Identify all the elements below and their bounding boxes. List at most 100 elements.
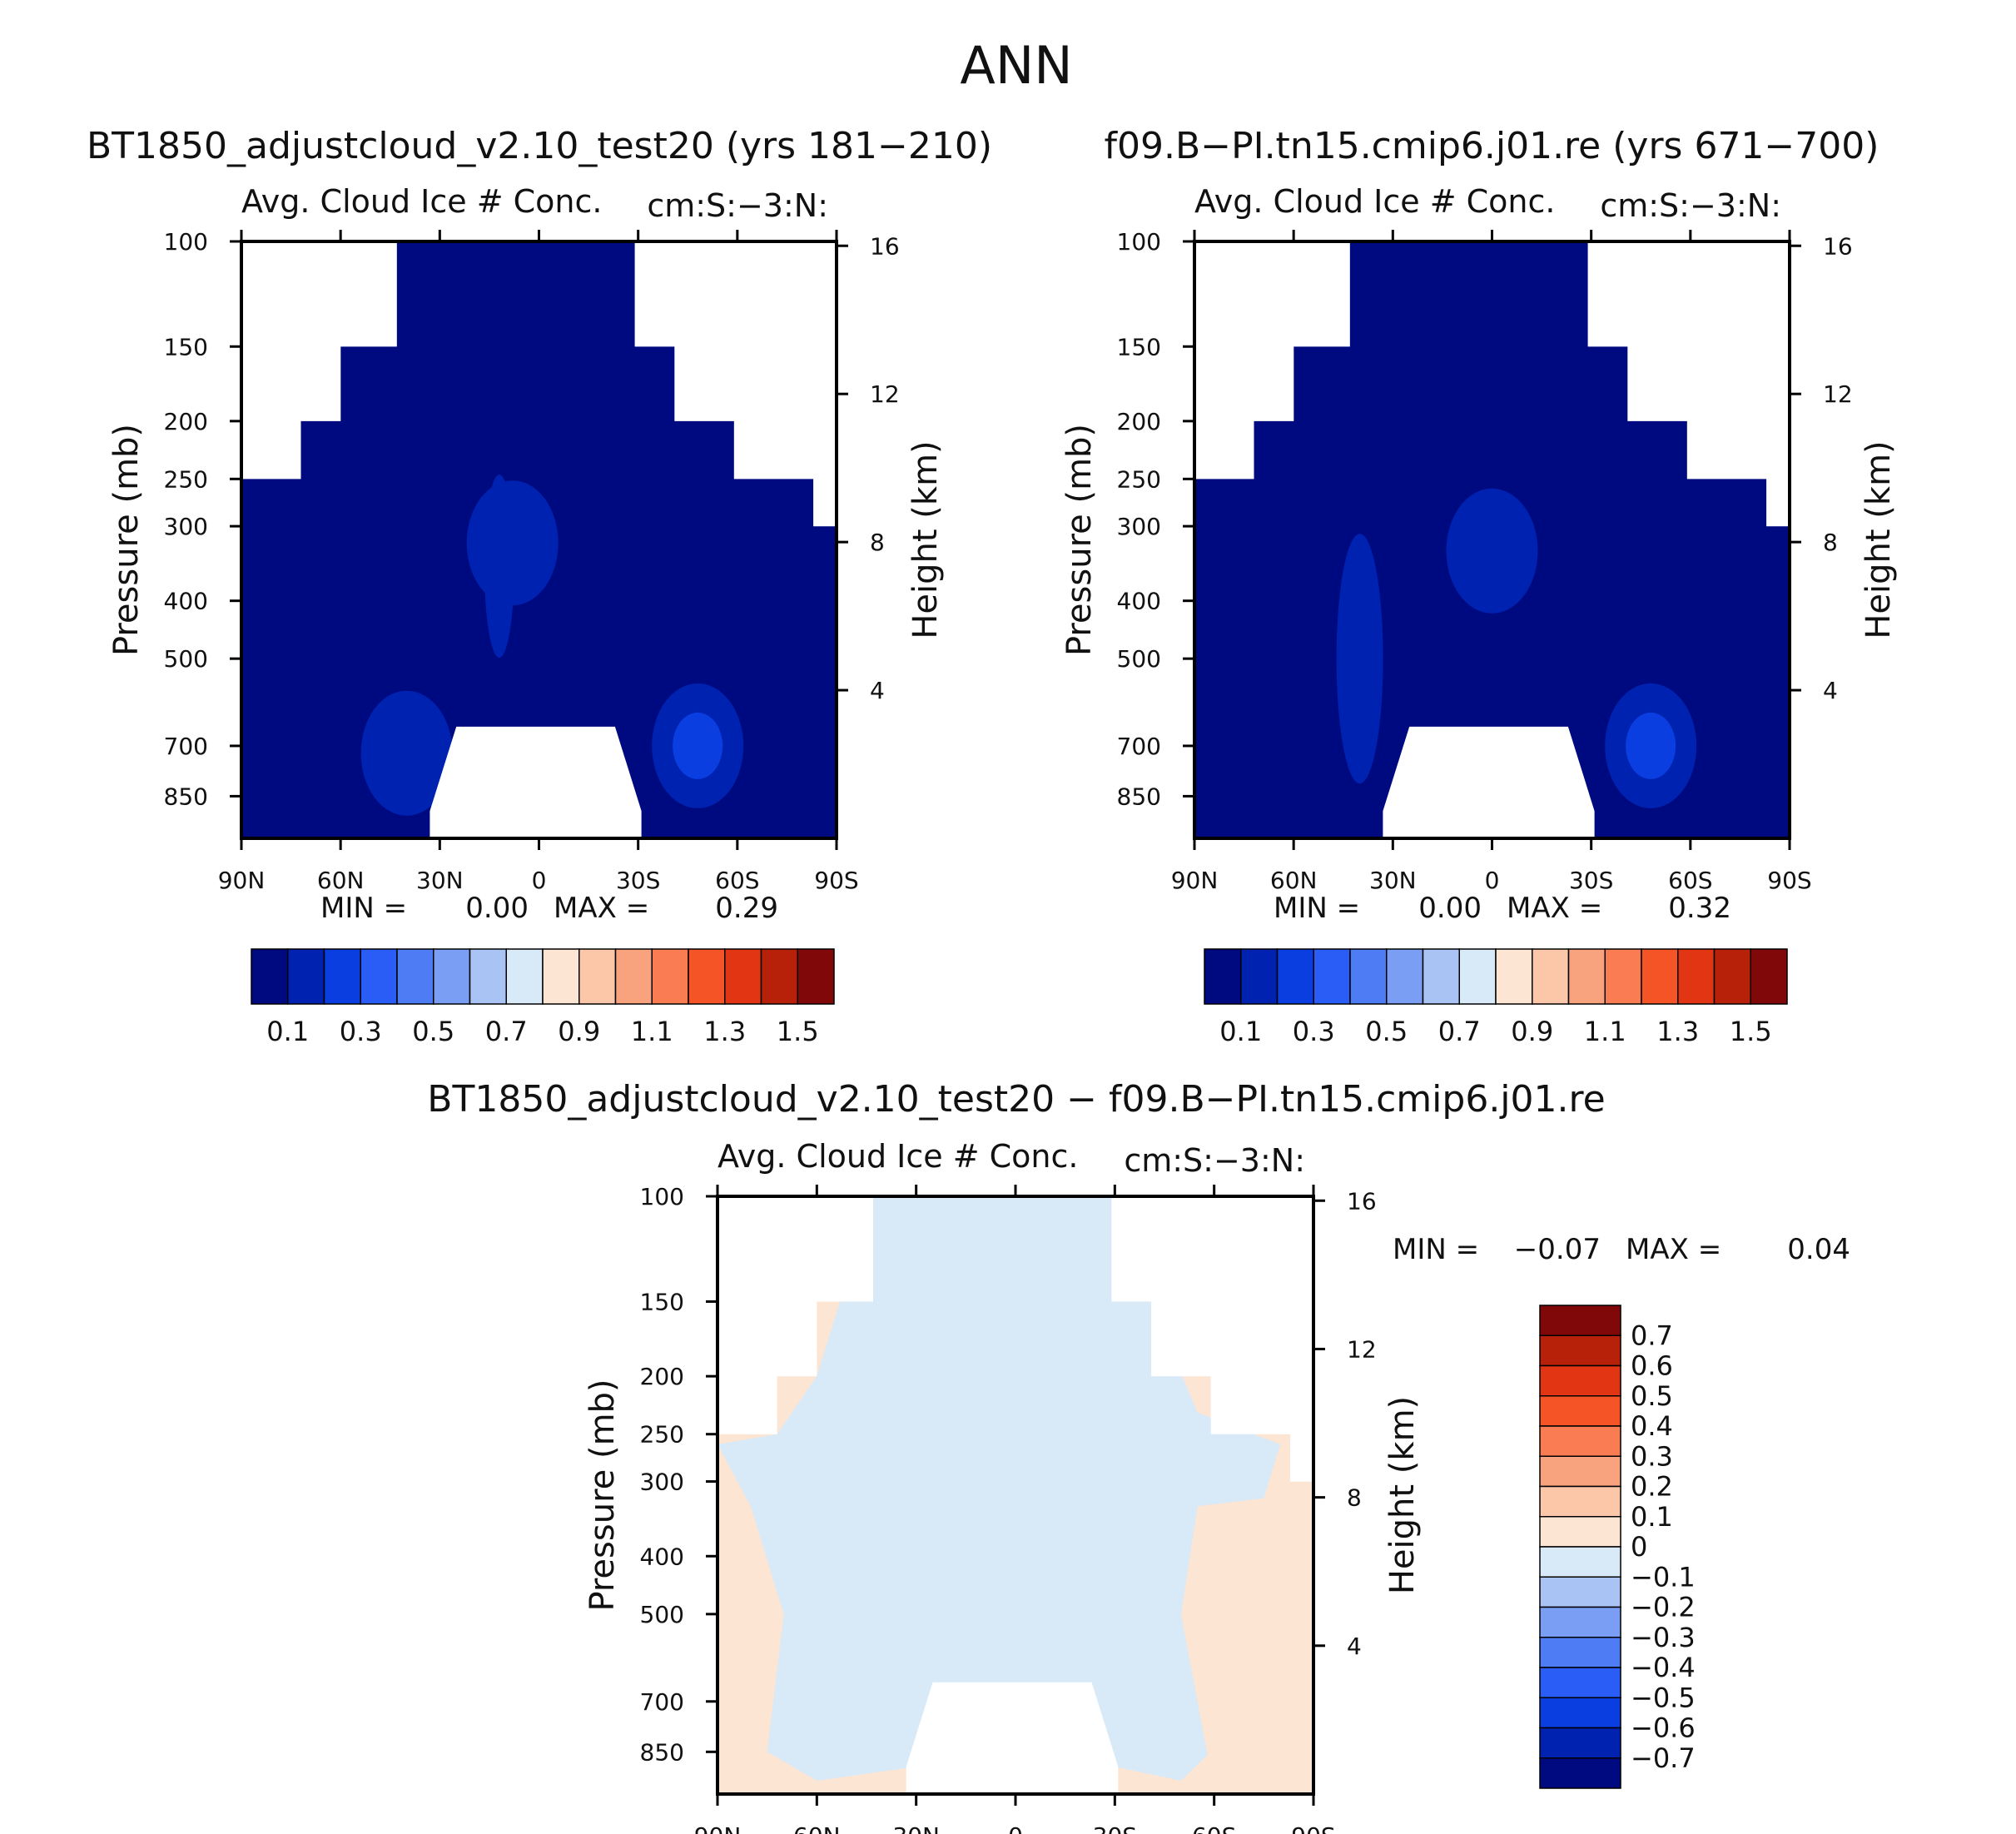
colorbar-label: 0.5: [1365, 1016, 1408, 1047]
colorbar-box: [1539, 1637, 1621, 1668]
colorbar-label: 1.3: [1656, 1016, 1699, 1047]
colorbar-box: [651, 948, 689, 1005]
colorbar-label: 1.1: [1584, 1016, 1626, 1047]
y2-tick-label: 4: [870, 677, 885, 704]
colorbar-box: [1276, 948, 1314, 1005]
colorbar-box: [1349, 948, 1388, 1005]
colorbar-label: 0.3: [340, 1016, 382, 1047]
colorbar-box: [469, 948, 507, 1005]
colorbar-box: [797, 948, 835, 1005]
missing-above: [241, 241, 837, 527]
colorbar-box: [433, 948, 471, 1005]
y-tick-label: 300: [640, 1469, 684, 1496]
colorbar-label: 1.3: [703, 1016, 746, 1047]
y-tick-label: 150: [164, 333, 208, 360]
y2-axis-label: Height (km): [1383, 1396, 1422, 1594]
colorbar: 0.70.60.50.40.30.20.10−0.1−0.2−0.3−0.4−0…: [1539, 1305, 1696, 1789]
colorbar-box: [724, 948, 762, 1005]
colorbar-label: 0.3: [1631, 1440, 1673, 1472]
y-axis-label: Pressure (mb): [107, 424, 146, 656]
colorbar-label: 0.5: [1631, 1380, 1673, 1412]
colorbar-box: [1532, 948, 1570, 1005]
colorbar-box: [1204, 948, 1242, 1005]
colorbar-label: 1.5: [777, 1016, 819, 1047]
min-label: MIN =: [1393, 1233, 1479, 1266]
x-tick-label: 60S: [1668, 867, 1712, 894]
min-value: 0.00: [1418, 892, 1482, 925]
contour-tropical-negative: [718, 1196, 1281, 1781]
x-tick-label: 60S: [1192, 1822, 1236, 1834]
colorbar-label: −0.2: [1631, 1592, 1696, 1623]
colorbar-box: [1539, 1697, 1621, 1729]
colorbar-box: [1386, 948, 1424, 1005]
plot-area: [1194, 241, 1790, 838]
x-tick-label: 30N: [892, 1822, 940, 1834]
y-tick-label: 100: [1117, 228, 1161, 256]
contour-sh-lower-maximum-inner: [1626, 712, 1676, 779]
colorbar-box: [1539, 1305, 1621, 1336]
colorbar-box: [1313, 948, 1351, 1005]
variable-title: Avg. Cloud Ice # Conc.: [718, 1138, 1078, 1175]
colorbar-box: [1458, 948, 1497, 1005]
contour-nh-lower-maximum: [360, 690, 453, 816]
max-label: MAX =: [1507, 892, 1602, 925]
colorbar-box: [1240, 948, 1279, 1005]
y-tick-label: 150: [1117, 333, 1161, 360]
colorbar-label: 1.5: [1730, 1016, 1772, 1047]
colorbar-label: 0.1: [1631, 1501, 1673, 1533]
panel-control: 90N 60N 30N 0 30S 60S 90S 100 150 200 250 300 400 500…: [1060, 125, 1898, 1047]
panel-difference: 90N 60N 30N 0 30S 60S 90S 100 150 200 250 300 400 500…: [427, 1078, 1850, 1834]
x-tick-label: 0: [532, 867, 547, 894]
y2-tick-label: 16: [870, 232, 900, 260]
y-axis-label: Pressure (mb): [1060, 424, 1099, 656]
missing-above: [1194, 241, 1790, 527]
colorbar-label: −0.4: [1631, 1652, 1696, 1683]
contour-nh-plume: [1336, 534, 1383, 784]
units-label: cm:S:−3:N:: [1124, 1142, 1305, 1179]
y-tick-label: 100: [640, 1183, 684, 1210]
x-tick-label: 60N: [317, 867, 365, 894]
y-tick-label: 200: [1117, 408, 1161, 435]
y2-tick-label: 12: [870, 380, 900, 408]
colorbar-box: [760, 948, 798, 1005]
y-tick-label: 850: [164, 783, 208, 810]
missing-above: [718, 1196, 1313, 1482]
y-tick-label: 400: [640, 1543, 684, 1570]
contour-sh-lower-maximum-inner: [673, 712, 723, 779]
colorbar-label: 0.4: [1631, 1410, 1673, 1442]
y2-tick-label: 16: [1823, 232, 1853, 260]
colorbar-box: [505, 948, 544, 1005]
x-tick-label: 90N: [218, 867, 266, 894]
colorbar-box: [1641, 948, 1679, 1005]
y-tick-label: 850: [1117, 783, 1161, 810]
colorbar-box: [1495, 948, 1533, 1005]
y-tick-label: 400: [1117, 588, 1161, 615]
colorbar: 0.1 0.3 0.5 0.7 0.9 1.1 1.3 1.5: [251, 948, 835, 1047]
colorbar-box: [1567, 948, 1606, 1005]
missing-surface: [430, 726, 642, 838]
y2-tick-label: 4: [1823, 677, 1838, 704]
plot-area: [241, 241, 837, 838]
y-tick-label: 500: [1117, 645, 1161, 673]
y-tick-label: 200: [640, 1363, 684, 1390]
x-tick-label: 60N: [1270, 867, 1318, 894]
y-tick-label: 250: [164, 465, 208, 493]
colorbar-box: [688, 948, 726, 1005]
colorbar-box: [1539, 1667, 1621, 1698]
colorbar-box: [251, 948, 289, 1005]
colorbar-label: 1.1: [631, 1016, 673, 1047]
colorbar-box: [396, 948, 434, 1005]
colorbar-box: [1604, 948, 1642, 1005]
colorbar-box: [1539, 1364, 1621, 1397]
colorbar-box: [1750, 948, 1788, 1005]
y-axis-label: Pressure (mb): [583, 1379, 622, 1611]
colorbar-label: 0.1: [266, 1016, 309, 1047]
y-tick-label: 850: [640, 1738, 684, 1766]
y2-tick-label: 12: [1823, 380, 1853, 408]
colorbar-label: −0.3: [1631, 1622, 1696, 1653]
units-label: cm:S:−3:N:: [1600, 187, 1781, 224]
missing-surface: [906, 1682, 1119, 1794]
y-tick-label: 500: [164, 645, 208, 673]
colorbar-box: [1539, 1334, 1621, 1367]
y-tick-label: 500: [640, 1601, 684, 1628]
